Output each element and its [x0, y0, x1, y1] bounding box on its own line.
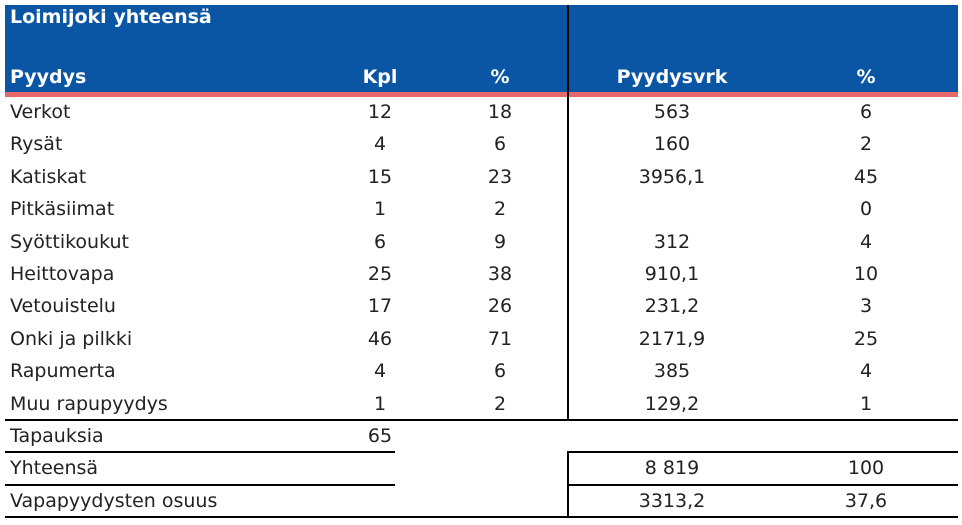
row-label: Rysät [10, 133, 63, 156]
cell-value: 65 [367, 425, 393, 447]
row-label: Yhteensä [10, 457, 99, 480]
cell-value: 385 [653, 360, 691, 383]
cell-value: 6 [373, 230, 387, 253]
rule [567, 451, 958, 454]
row-label: Muu rapupyydys [10, 392, 168, 415]
cell-value: 71 [487, 327, 513, 350]
header-rule [5, 92, 958, 97]
cell-value: 2 [493, 198, 507, 221]
row-label: Tapauksia [10, 425, 104, 447]
column-header: Pyydys [10, 66, 87, 88]
row-label: Rapumerta [10, 360, 116, 383]
cell-value: 23 [487, 165, 513, 188]
cell-value: 17 [367, 295, 393, 318]
cell-value: 46 [367, 327, 393, 350]
cell-value: 18 [487, 101, 513, 123]
cell-value: 10 [853, 263, 879, 285]
cell-value: 3313,2 [638, 489, 706, 512]
row-label: Katiskat [10, 165, 87, 188]
cell-value: 1 [859, 392, 873, 415]
rule [5, 516, 958, 519]
cell-value: 3 [859, 295, 873, 318]
table-title: Loimijoki yhteensä [10, 6, 212, 28]
cell-value: 910,1 [644, 263, 700, 285]
cell-value: 129,2 [644, 392, 700, 415]
cell-value: 2171,9 [638, 327, 706, 350]
cell-value: 15 [367, 165, 393, 188]
cell-value: 231,2 [644, 295, 700, 318]
row-label: Verkot [10, 101, 71, 123]
header-band [5, 5, 958, 92]
column-header: % [490, 66, 510, 88]
cell-value: 1 [373, 392, 387, 415]
row-label: Pitkäsiimat [10, 198, 115, 221]
cell-value: 37,6 [844, 489, 888, 512]
cell-value: 3956,1 [638, 165, 706, 188]
cell-value: 26 [487, 295, 513, 318]
cell-value: 160 [653, 133, 691, 156]
cell-value: 45 [853, 165, 879, 188]
row-label: Heittovapa [10, 263, 115, 285]
cell-value: 8 819 [644, 457, 700, 480]
cell-value: 25 [853, 327, 879, 350]
cell-value: 100 [847, 457, 885, 480]
cell-value: 0 [859, 198, 873, 221]
cell-value: 6 [859, 101, 873, 123]
row-label: Vetouistelu [10, 295, 116, 318]
rule [5, 451, 395, 454]
cell-value: 2 [493, 392, 507, 415]
cell-value: 4 [859, 360, 873, 383]
cell-value: 1 [373, 198, 387, 221]
cell-value: 312 [653, 230, 691, 253]
cell-value: 9 [493, 230, 507, 253]
cell-value: 4 [373, 133, 387, 156]
cell-value: 12 [367, 101, 393, 123]
cell-value: 4 [859, 230, 873, 253]
row-label: Vapapyydysten osuus [10, 489, 218, 512]
rule [5, 419, 958, 421]
cell-value: 563 [653, 101, 691, 123]
row-label: Syöttikoukut [10, 230, 130, 253]
row-label: Onki ja pilkki [10, 327, 133, 350]
column-header: % [856, 66, 876, 88]
column-divider [567, 5, 569, 420]
column-header: Pyydysvrk [616, 66, 728, 88]
cell-value: 6 [493, 133, 507, 156]
cell-value: 38 [487, 263, 513, 285]
column-header: Kpl [362, 66, 398, 88]
cell-value: 6 [493, 360, 507, 383]
cell-value: 25 [367, 263, 393, 285]
rule [5, 483, 395, 486]
rule [567, 483, 958, 486]
column-divider [567, 451, 569, 519]
cell-value: 2 [859, 133, 873, 156]
cell-value: 4 [373, 360, 387, 383]
